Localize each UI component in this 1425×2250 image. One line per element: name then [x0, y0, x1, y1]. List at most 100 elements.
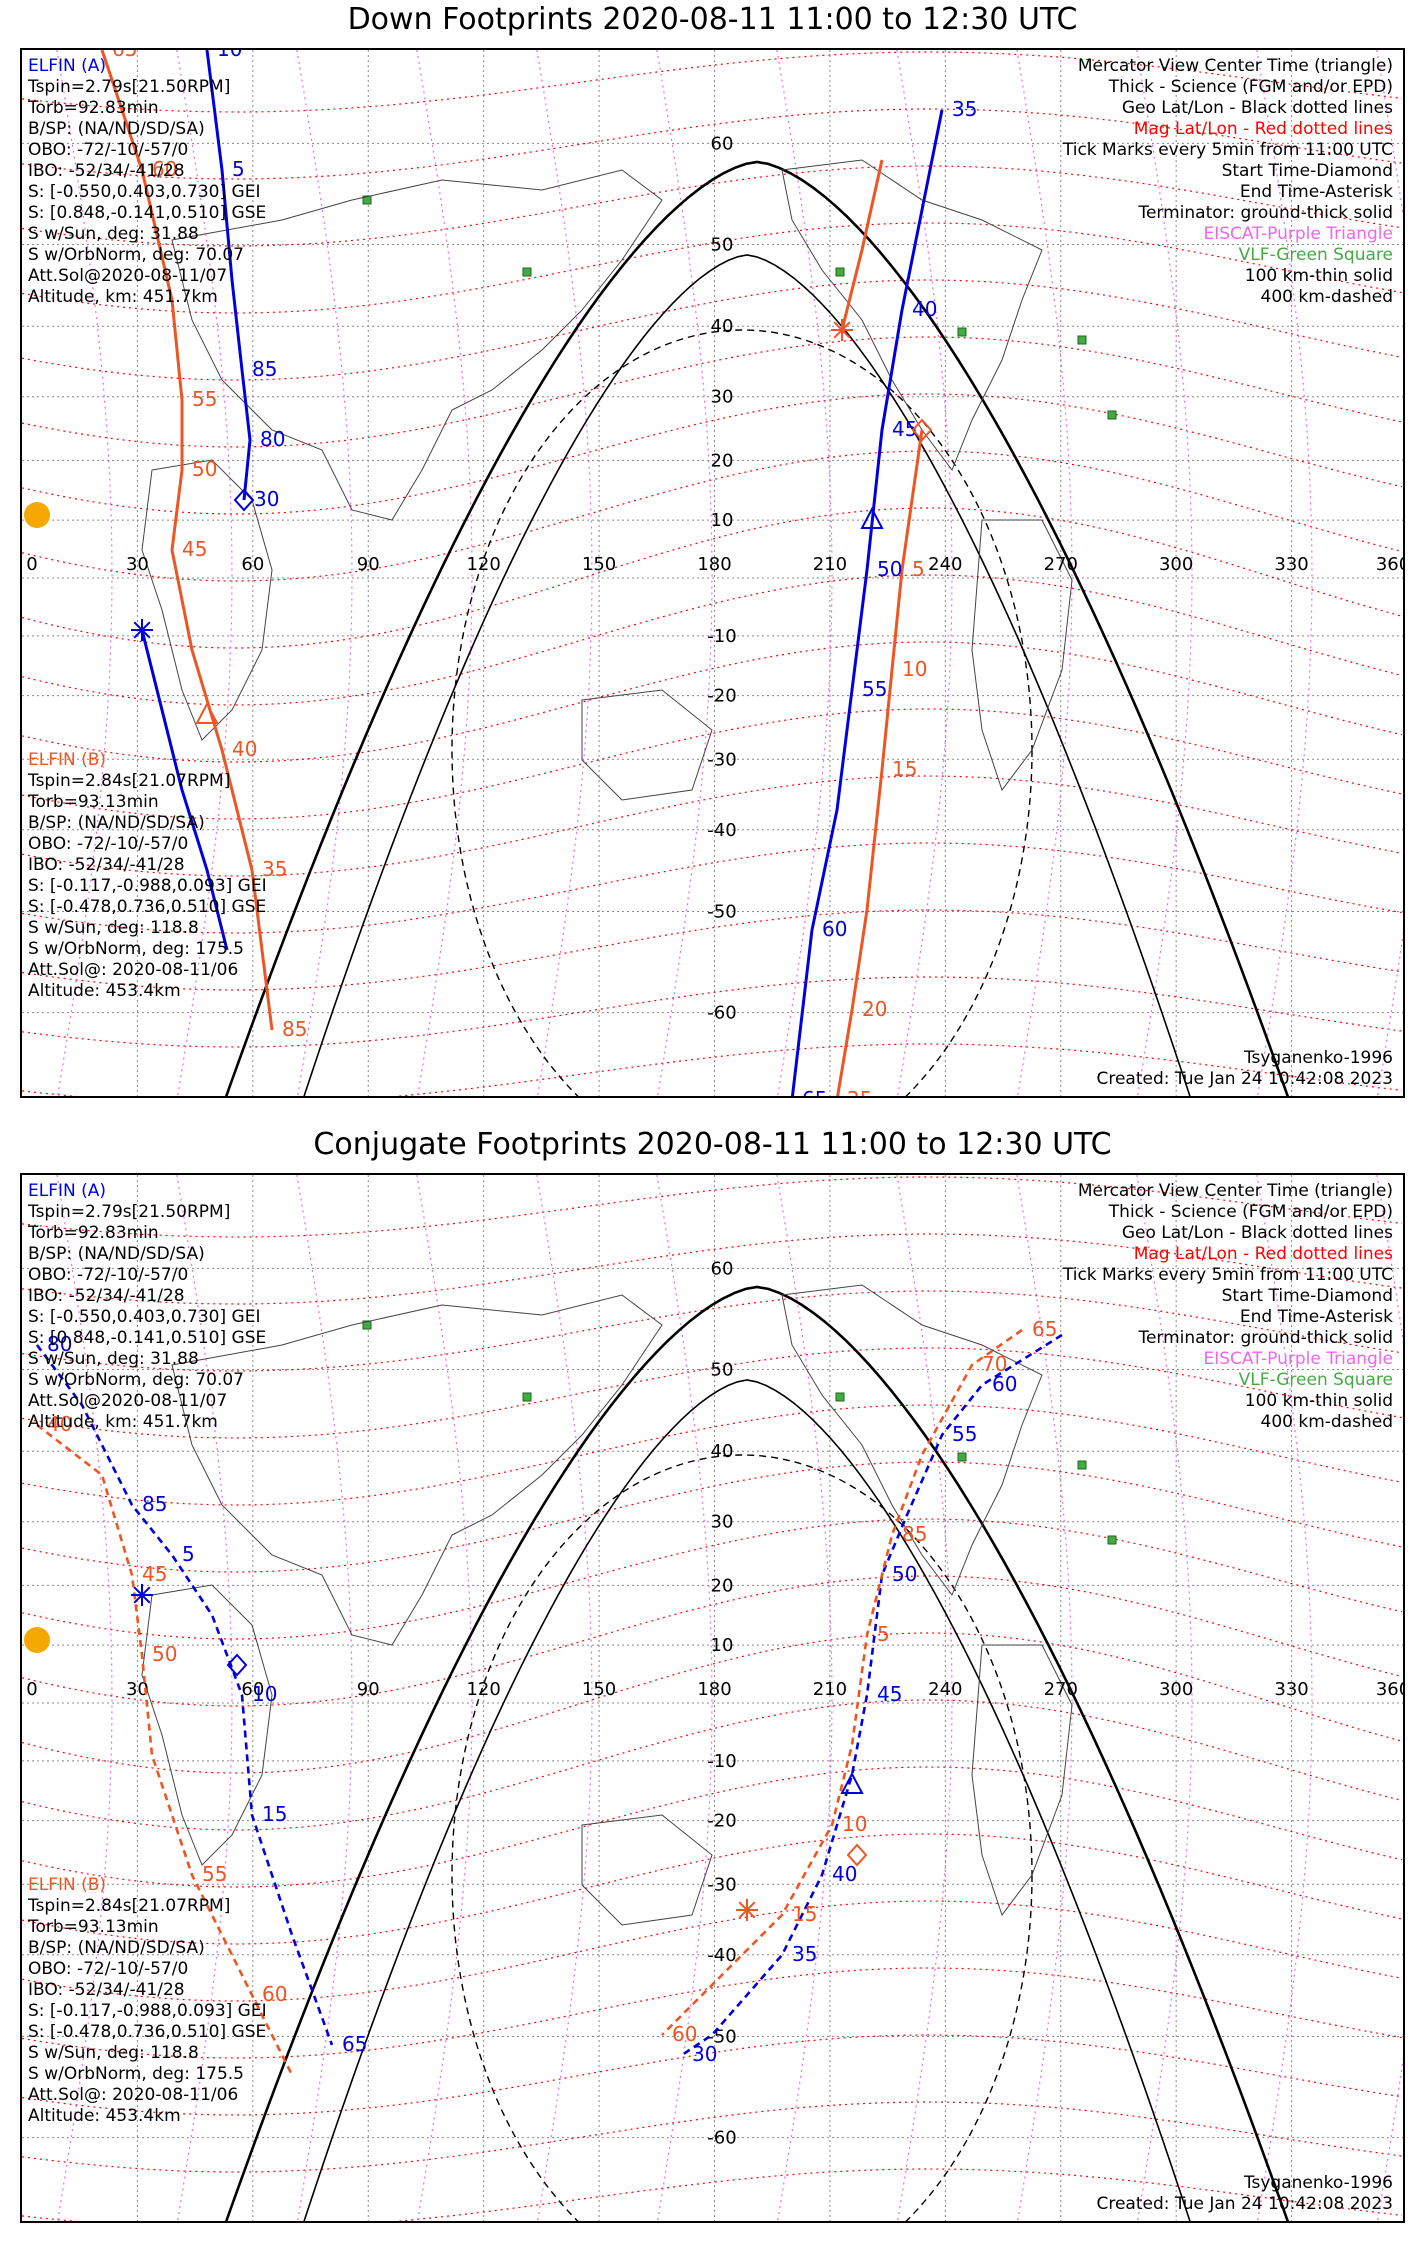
elfin-b-tick-label: 5 [877, 1622, 890, 1646]
mag-meridian [56, 1175, 113, 2221]
mag-parallel [22, 1347, 1403, 1439]
end-time-asterisk [133, 621, 151, 639]
elfin-a-tick-label: 55 [952, 1422, 977, 1446]
elfin-a-line: S w/Sun, deg: 31.88 [28, 1349, 199, 1369]
elfin-b-tick-label: 50 [152, 1642, 177, 1666]
terminator-100km [303, 1379, 1191, 2221]
end-time-asterisk [133, 1586, 151, 1604]
lat-tick-label: -60 [707, 2128, 736, 2149]
lon-tick-label: 240 [928, 1679, 962, 1700]
mag-meridian [1016, 50, 1073, 1096]
vlf-station-square [1107, 1535, 1117, 1545]
vlf-station-square [957, 327, 967, 337]
elfin-b-tick-label: 55 [202, 1862, 227, 1886]
lon-tick-label: 210 [813, 1679, 847, 1700]
elfin-a-tick-label: 85 [252, 357, 277, 381]
legend-line: Thick - Science (FGM and/or EPD) [1108, 1202, 1393, 1222]
elfin-a-tick-label: 60 [992, 1372, 1017, 1396]
mag-parallel [22, 1833, 1403, 1945]
lon-tick-label: 120 [466, 554, 500, 575]
elfin-a-line: B/SP: (NA/ND/SD/SA) [28, 1244, 205, 1264]
model-label: Tsyganenko-1996 [1243, 1048, 1393, 1068]
elfin-b-track [840, 159, 884, 331]
center-time-triangle [840, 1771, 864, 1794]
mag-meridian [176, 1175, 233, 2221]
elfin-b-line: B/SP: (NA/ND/SD/SA) [28, 1938, 205, 1958]
elfin-b-line: S w/Sun, deg: 118.8 [28, 2043, 199, 2063]
mag-meridian [56, 50, 113, 1096]
lat-tick-label: -10 [707, 626, 736, 647]
elfin-b-line: Tspin=2.84s[21.07RPM] [28, 771, 231, 791]
mag-meridian [776, 50, 833, 1096]
elfin-a-track [35, 1344, 334, 2046]
mag-meridian [656, 1175, 713, 2221]
legend-line: Mercator View Center Time (triangle) [1077, 56, 1393, 76]
lat-tick-label: -40 [707, 1945, 736, 1966]
elfin-b-track [661, 1328, 1023, 2036]
elfin-b-line: IBO: -52/34/-41/28 [28, 1980, 185, 2000]
elfin-a-tick-label: 5 [232, 157, 245, 181]
elfin-b-line: B/SP: (NA/ND/SD/SA) [28, 813, 205, 833]
continent-outline [581, 689, 713, 801]
mag-meridian [896, 1175, 953, 2221]
elfin-b-track [100, 50, 274, 1031]
continent-outline [171, 169, 663, 521]
continent-outline [141, 1584, 273, 1866]
lat-tick-label: -20 [707, 686, 736, 707]
legend-line: End Time-Asterisk [1239, 182, 1393, 202]
mag-meridian [416, 1175, 473, 2221]
elfin-b-tick-label: 10 [902, 657, 927, 681]
end-time-asterisk [738, 1901, 756, 1919]
lat-tick-label: 30 [711, 387, 734, 408]
elfin-a-tick-label: 65 [802, 1087, 827, 1098]
lat-tick-label: 20 [711, 450, 734, 471]
mag-meridian [296, 1175, 353, 2221]
mercator-map: 0306090120150180210240270300330360706050… [22, 1175, 1403, 2221]
elfin-b-line: S w/Sun, deg: 118.8 [28, 918, 199, 938]
legend-line: VLF-Green Square [1238, 1370, 1393, 1390]
elfin-b-line: Att.Sol@: 2020-08-11/06 [28, 960, 239, 980]
lat-tick-label: 30 [711, 1512, 734, 1533]
lon-tick-label: 270 [1044, 554, 1078, 575]
elfin-a-line: IBO: -52/34/-41/28 [28, 1286, 185, 1306]
legend-line: Thick - Science (FGM and/or EPD) [1108, 77, 1393, 97]
legend-line: Mag Lat/Lon - Red dotted lines [1133, 1244, 1393, 1264]
elfin-b-tick-label: 60 [152, 157, 177, 181]
conjugate-footprints-panel: Conjugate Footprints 2020-08-11 11:00 to… [0, 1125, 1425, 2250]
lon-tick-label: 330 [1274, 554, 1308, 575]
panel-title: Down Footprints 2020-08-11 11:00 to 12:3… [347, 2, 1078, 37]
mag-meridian [296, 50, 353, 1096]
elfin-a-name: ELFIN (A) [28, 1181, 107, 1201]
mag-meridian [1256, 50, 1313, 1096]
elfin-b-line: OBO: -72/-10/-57/0 [28, 834, 189, 854]
elfin-b-line: S w/OrbNorm, deg: 175.5 [28, 2064, 245, 2084]
elfin-b-tick-label: 55 [192, 387, 217, 411]
mag-parallel [22, 641, 1403, 763]
mag-parallel [22, 1461, 1403, 1573]
mag-meridian [1016, 1175, 1073, 2221]
legend-line: 100 km-thin solid [1244, 1391, 1393, 1411]
map-frame: 0306090120150180210240270300330360706050… [20, 48, 1405, 1098]
elfin-a-line: OBO: -72/-10/-57/0 [28, 140, 189, 160]
elfin-a-tick-label: 85 [142, 1492, 167, 1516]
terminator-ground [224, 160, 1290, 1096]
start-time-diamond [911, 418, 933, 442]
elfin-b-tick-label: 10 [842, 1812, 867, 1836]
continent-outline [781, 1284, 1043, 1597]
elfin-a-tick-label: 35 [952, 97, 977, 121]
elfin-a-tick-label: 50 [892, 1562, 917, 1586]
elfin-b-tick-label: 60 [672, 2022, 697, 2046]
elfin-a-tick-label: 15 [262, 1802, 287, 1826]
elfin-a-line: Tspin=2.79s[21.50RPM] [28, 1202, 231, 1222]
center-time-triangle [860, 506, 884, 529]
lon-tick-label: 180 [697, 1679, 731, 1700]
legend-line: Terminator: ground-thick solid [1138, 203, 1393, 223]
elfin-b-tick-label: 40 [232, 737, 257, 761]
lon-tick-label: 0 [26, 1679, 37, 1700]
elfin-a-tick-label: 80 [260, 427, 285, 451]
elfin-a-line: S: [-0.550,0.403,0.730] GEI [28, 182, 261, 202]
mag-meridian [776, 1175, 833, 2221]
elfin-b-line: S: [-0.478,0.736,0.510] GSE [28, 2022, 267, 2042]
vlf-station-square [522, 1392, 532, 1402]
mag-meridian [536, 50, 593, 1096]
